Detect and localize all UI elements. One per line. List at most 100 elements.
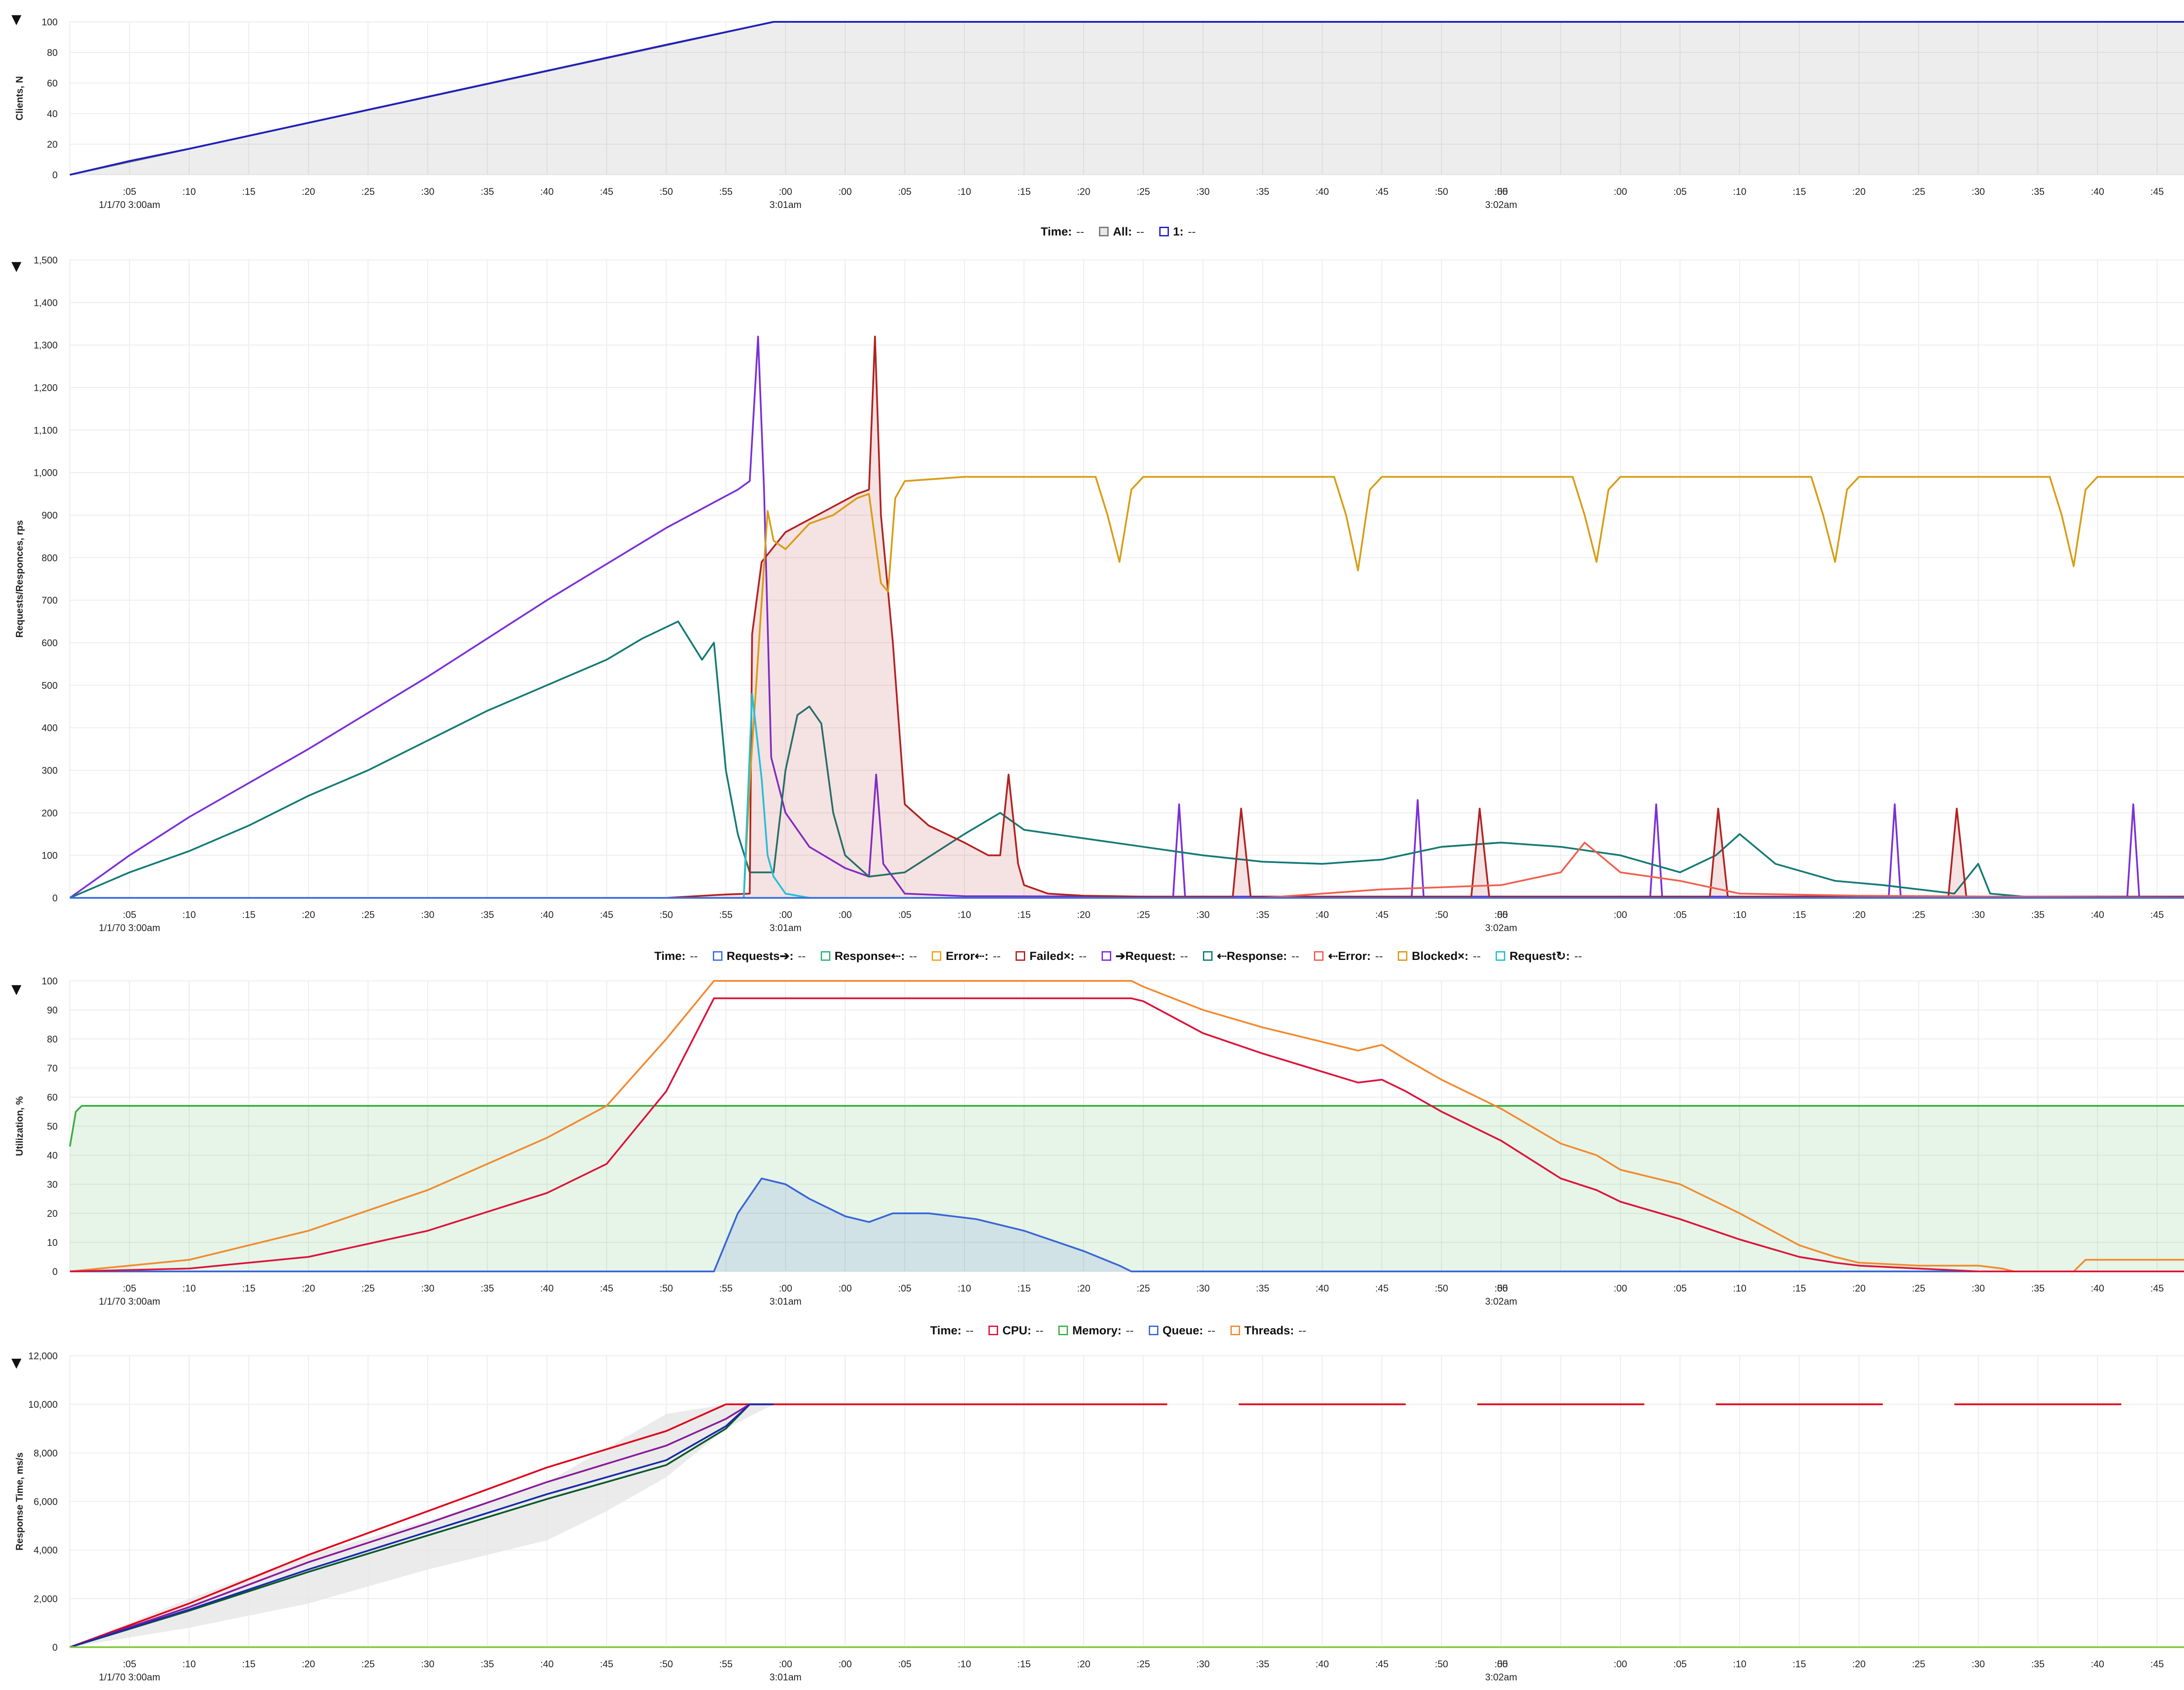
collapse-toggle[interactable]: ▼ [11,982,21,997]
y-tick-label: 10,000 [28,1399,58,1410]
collapse-toggle[interactable]: ▼ [11,12,21,27]
series-blocked [70,476,2184,899]
x-tick-label: :00 [779,1283,792,1294]
legend-label: ➔Request: [1115,949,1176,963]
legend-item-response[interactable]: ⇠Response: -- [1203,949,1299,963]
legend-swatch [988,1326,998,1335]
legend-value: -- [1078,949,1087,963]
y-axis-label: Response Time, ms/s [14,1452,25,1551]
series-line-queue [70,1177,2184,1272]
x-tick-label: :00 [779,1659,792,1669]
legend-label: Blocked×: [1412,949,1469,963]
legend-item-failed[interactable]: Failed×: -- [1015,949,1087,963]
x-tick-label: :10 [958,1659,971,1669]
series-line-blocked [70,476,2184,899]
series-line-error [70,842,2184,899]
legend-swatch [932,951,942,961]
x-tick-label: :30 [1196,1659,1210,1669]
x-tick-label: :15 [242,186,256,197]
legend-item-queue[interactable]: Queue: -- [1148,1324,1216,1337]
x-tick-label: :40 [2091,186,2105,197]
y-tick-label: 40 [47,1150,58,1161]
legend-item-requests[interactable]: Requests➔: -- [712,949,806,963]
x-tick-label: :20 [302,1283,315,1294]
legend-item-request[interactable]: Request↻: -- [1495,949,1582,963]
x-tick-label: :45 [1375,1659,1389,1669]
x-tick-label: :30 [421,186,435,197]
x-tick-label: :10 [958,909,971,920]
x-tick-label: :40 [1316,1659,1329,1669]
legend-item-memory[interactable]: Memory: -- [1058,1324,1134,1337]
legend-item-response[interactable]: Response⇠: -- [820,949,917,963]
legend-item-all[interactable]: All: -- [1099,225,1144,239]
legend-item-error[interactable]: ⇠Error: -- [1314,949,1383,963]
x-tick-label: :45 [2150,1659,2164,1669]
x-tick-label: :50 [1435,1283,1448,1294]
x-tick-label: :30 [1972,1659,1985,1669]
legend-item-threads[interactable]: Threads: -- [1230,1324,1306,1337]
x-tick-label: :00 [1614,909,1627,920]
y-tick-label: 20 [47,139,58,150]
x-tick-label: :15 [1017,1283,1031,1294]
x-tick-label: :10 [1733,1283,1746,1294]
grid [69,260,2184,898]
y-tick-label: 40 [47,108,58,119]
x-tick-label: :05 [898,1283,912,1294]
x-tick-label: :50 [660,909,673,920]
series-line-failed [70,336,2184,899]
x-minute-label: 3:01am [770,1672,802,1683]
series-request [69,336,2184,899]
legend-value: -- [1298,1323,1306,1337]
collapse-toggle[interactable]: ▼ [11,1355,21,1371]
x-tick-label: :10 [1733,186,1746,197]
legend-item-1[interactable]: 1: -- [1159,225,1196,239]
y-tick-label: 400 [41,723,58,734]
legend-item-blocked[interactable]: Blocked×: -- [1398,949,1481,963]
y-tick-label: 6,000 [34,1496,58,1507]
x-tick-label: :25 [361,1659,375,1669]
legend-value: -- [909,949,917,963]
legend-item-cpu[interactable]: CPU: -- [988,1324,1044,1337]
series-area-all [70,22,2184,175]
x-tick-label: :30 [1972,186,1985,197]
legend-swatch [1230,1326,1240,1335]
x-tick-label: :00 [1494,1283,1508,1294]
legend-swatch [1148,1326,1158,1335]
x-tick-label: :30 [1972,909,1985,920]
x-tick-label: :00 [839,1283,852,1294]
x-tick-label: :00 [1614,186,1627,197]
legend-swatch [1495,951,1505,961]
x-tick-label: :35 [2031,186,2045,197]
y-tick-label: 100 [41,850,58,861]
series-error [70,842,2184,899]
x-tick-label: :00 [1494,1659,1508,1669]
x-tick-label: :15 [1793,1659,1806,1669]
x-tick-label: :25 [361,1283,375,1294]
series-area-memory [70,1105,2184,1271]
legend-value: -- [1291,949,1299,963]
clients-panel: ▼ 0 20 40 60 80 100 Clients, N:05:10:15:20:25:3… [0,0,2184,218]
x-tick-label: :50 [1435,186,1448,197]
x-tick-label: :20 [1852,1659,1866,1669]
x-tick-label: :25 [1137,909,1150,920]
y-tick-label: 1,400 [34,297,58,308]
legend-time: Time: -- [930,1323,974,1337]
legend-label: CPU: [1002,1323,1031,1337]
y-tick-label: 2,000 [34,1593,58,1604]
legend-item-error[interactable]: Error⇠: -- [932,949,1001,963]
requests-legend: Time: -- Requests➔: -- Response⇠: -- Error⇠:… [0,947,2184,965]
legend-value: -- [1136,225,1144,238]
legend-item-request[interactable]: ➔Request: -- [1101,949,1188,963]
legend-value: -- [1574,949,1582,963]
y-axis-label: Requests/Responces, rps [14,520,25,638]
x-tick-label: :35 [480,1283,494,1294]
collapse-toggle[interactable]: ▼ [11,259,21,274]
x-tick-label: :10 [958,1283,971,1294]
x-tick-label: :30 [421,1659,435,1669]
legend-label: Response⇠: [834,949,905,963]
utilization-legend: Time: -- CPU: -- Memory: -- Queue: -- Threads:… [0,1322,2184,1339]
x-tick-label: :20 [1077,1659,1091,1669]
x-tick-label: :35 [480,1659,494,1669]
x-tick-label: :10 [183,186,196,197]
y-tick-label: 90 [47,1005,58,1016]
